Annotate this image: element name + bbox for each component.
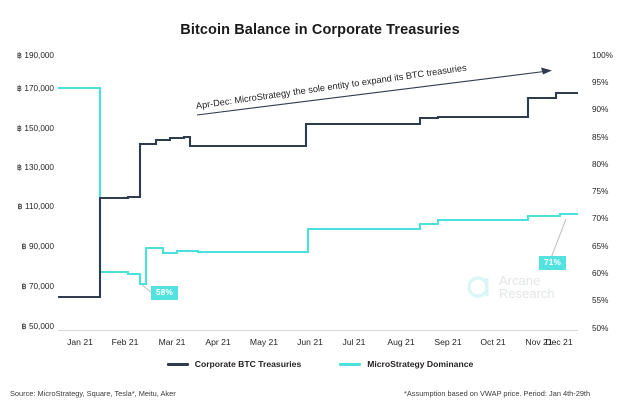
callout-leader-71 <box>550 218 567 259</box>
legend-swatch-icon <box>339 363 362 366</box>
x-axis-tick: Sep 21 <box>434 337 462 347</box>
arcane-circle-logo-icon <box>467 276 489 298</box>
y-axis-right-tick: 75% <box>592 187 609 196</box>
y-axis-left-tick: ฿ 170,000 <box>16 84 54 93</box>
footnote-assumption: *Assumption based on VWAP price. Period:… <box>404 389 591 398</box>
legend-label: MicroStrategy Dominance <box>367 359 474 369</box>
arcane-research-watermark: Arcane Research <box>466 274 555 301</box>
x-axis-tick: Jul 21 <box>342 337 366 347</box>
x-axis-tick: Mar 21 <box>158 337 186 347</box>
y-axis-left-tick: ฿ 190,000 <box>16 51 54 60</box>
y-axis-left-tick: ฿ 90,000 <box>21 242 54 251</box>
y-axis-right-tick: 65% <box>592 242 609 251</box>
y-axis-right-tick: 60% <box>592 269 609 278</box>
watermark-line-1: Arcane <box>499 273 541 288</box>
y-axis-left-tick: ฿ 150,000 <box>16 124 54 133</box>
legend-label: Corporate BTC Treasuries <box>194 359 302 369</box>
y-axis-right-tick: 95% <box>592 78 609 87</box>
trend-arrow-head-icon <box>541 67 552 75</box>
y-axis-right-tick: 80% <box>592 160 609 169</box>
legend-swatch-icon <box>166 363 189 366</box>
y-axis-left-tick: ฿ 110,000 <box>17 202 54 211</box>
y-axis-left-tick: ฿ 130,000 <box>16 163 54 172</box>
y-axis-right-tick: 70% <box>592 214 609 223</box>
x-axis-tick: Oct 21 <box>480 337 506 347</box>
x-axis-tick: Nov 21 <box>525 337 553 347</box>
trend-arrow-icon <box>196 70 549 116</box>
watermark-line-2: Research <box>499 286 555 302</box>
x-axis-tick: Apr 21 <box>205 337 231 347</box>
series-line-microstrategy-dominance <box>58 86 578 286</box>
y-axis-right-tick: 55% <box>592 296 609 305</box>
page-title: Bitcoin Balance in Corporate Treasuries <box>180 22 460 38</box>
chart-legend: Corporate BTC Treasuries MicroStrategy D… <box>0 360 640 369</box>
legend-item-corporate-btc-treasuries[interactable]: Corporate BTC Treasuries <box>166 359 302 369</box>
y-axis-left-tick: ฿ 50,000 <box>21 322 54 331</box>
x-axis-tick: Feb 21 <box>111 337 139 347</box>
dominance-end-label: 71% <box>539 256 566 271</box>
y-axis-right-tick: 90% <box>592 105 609 114</box>
legend-item-microstrategy-dominance[interactable]: MicroStrategy Dominance <box>339 360 473 369</box>
dominance-low-label: 58% <box>151 286 178 301</box>
y-axis-right-tick: 100% <box>592 51 613 60</box>
x-axis-tick: Jun 21 <box>297 337 323 347</box>
x-axis-tick: Jan 21 <box>67 337 93 347</box>
footnote-source: Source: MicroStrategy, Square, Tesla*, M… <box>10 389 176 398</box>
callout-leader-58 <box>140 283 153 294</box>
series-line-corporate-btc-treasuries <box>58 91 578 299</box>
x-axis-tick: Dec 21 <box>545 337 573 347</box>
x-axis-tick: Aug 21 <box>387 337 415 347</box>
y-axis-right-tick: 50% <box>592 324 609 333</box>
y-axis-right-tick: 85% <box>592 133 609 142</box>
x-axis-tick: May 21 <box>249 337 279 347</box>
x-axis-line <box>58 330 578 331</box>
y-axis-left-tick: ฿ 70,000 <box>21 282 54 291</box>
